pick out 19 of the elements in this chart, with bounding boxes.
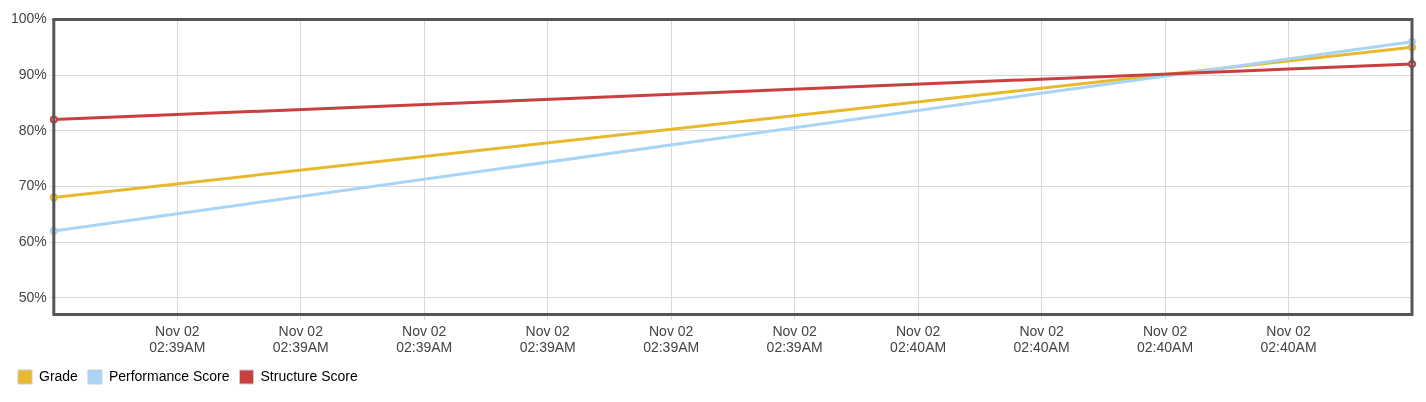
x-tick-label: Nov 02 02:40AM bbox=[1013, 322, 1070, 356]
y-tick-label: 60% bbox=[18, 232, 47, 249]
x-tick-label: Nov 02 02:39AM bbox=[643, 322, 700, 356]
x-tick-label: Nov 02 02:39AM bbox=[396, 322, 453, 356]
y-tick-label: 100% bbox=[10, 10, 47, 27]
y-tick-label: 90% bbox=[18, 65, 47, 82]
y-tick-label: 70% bbox=[18, 177, 47, 194]
y-tick-label: 80% bbox=[18, 121, 47, 138]
x-tick-label: Nov 02 02:40AM bbox=[1260, 322, 1317, 356]
x-tick-label: Nov 02 02:40AM bbox=[890, 322, 947, 356]
x-tick-label: Nov 02 02:39AM bbox=[519, 322, 576, 356]
x-tick-label: Nov 02 02:39AM bbox=[766, 322, 823, 356]
y-tick-label: 50% bbox=[18, 288, 47, 305]
legend-label: Grade bbox=[39, 367, 79, 384]
x-tick-label: Nov 02 02:39AM bbox=[272, 322, 329, 356]
legend-label: Structure Score bbox=[260, 367, 358, 384]
x-tick-label: Nov 02 02:39AM bbox=[149, 322, 206, 356]
legend-label: Performance Score bbox=[108, 367, 230, 384]
x-tick-label: Nov 02 02:40AM bbox=[1137, 322, 1194, 356]
